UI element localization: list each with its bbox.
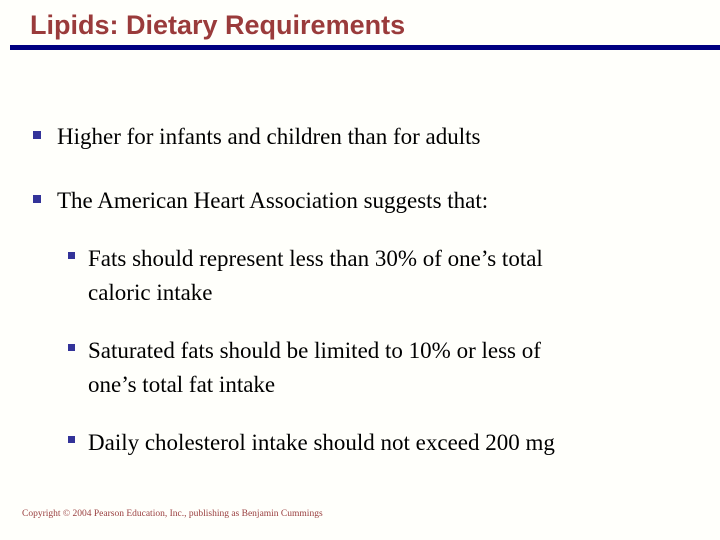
bullet-line: one’s total fat intake xyxy=(88,372,276,397)
bullet-line: Daily cholesterol intake should not exce… xyxy=(88,430,555,455)
bullet-line: Fats should represent less than 30% of o… xyxy=(88,246,543,271)
bullet-square-icon xyxy=(33,195,41,203)
bullet-square-icon xyxy=(68,344,75,351)
sub-bullet-item-1: Fats should represent less than 30% of o… xyxy=(68,242,543,310)
sub-bullet-item-3: Daily cholesterol intake should not exce… xyxy=(68,426,555,460)
bullet-text: Daily cholesterol intake should not exce… xyxy=(88,426,555,460)
bullet-text: The American Heart Association suggests … xyxy=(57,184,488,218)
bullet-text: Higher for infants and children than for… xyxy=(57,120,480,154)
bullet-item-1: Higher for infants and children than for… xyxy=(33,120,480,154)
bullet-line: Saturated fats should be limited to 10% … xyxy=(88,338,541,363)
copyright-footer: Copyright © 2004 Pearson Education, Inc.… xyxy=(22,509,323,519)
bullet-line: Higher for infants and children than for… xyxy=(57,124,481,149)
bullet-text: Fats should represent less than 30% of o… xyxy=(88,242,543,310)
sub-bullet-item-2: Saturated fats should be limited to 10% … xyxy=(68,334,541,402)
slide-title: Lipids: Dietary Requirements xyxy=(30,10,406,40)
bullet-line: caloric intake xyxy=(88,280,213,305)
bullet-square-icon xyxy=(33,131,41,139)
bullet-square-icon xyxy=(68,252,75,259)
bullet-line: The American Heart Association suggests … xyxy=(57,188,489,213)
title-underline-rule xyxy=(10,45,720,50)
bullet-text: Saturated fats should be limited to 10% … xyxy=(88,334,541,402)
bullet-item-2: The American Heart Association suggests … xyxy=(33,184,488,218)
bullet-square-icon xyxy=(68,436,75,443)
